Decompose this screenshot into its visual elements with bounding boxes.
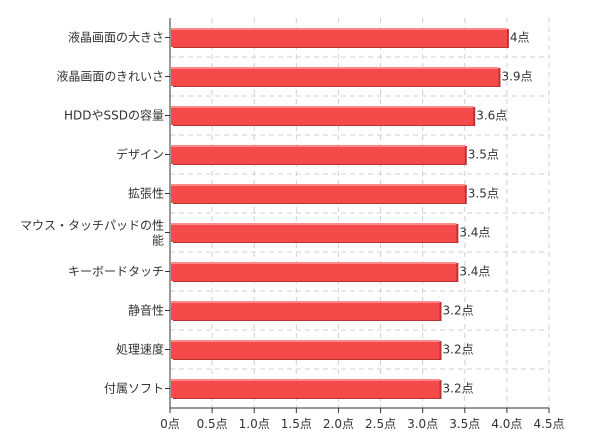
x-tick-label: 1.0点	[239, 417, 270, 431]
category-label: 液晶画面のきれいさ	[56, 69, 164, 84]
bars	[171, 28, 509, 399]
data-label: 3.9点	[501, 70, 532, 84]
bar-highlight	[171, 223, 457, 225]
bar	[171, 262, 457, 281]
x-tick-label: 0.5点	[197, 417, 228, 431]
data-label: 3.4点	[459, 265, 490, 279]
data-label: 4点	[510, 31, 530, 45]
bar	[171, 67, 499, 86]
category-label: キーボードタッチ	[68, 265, 164, 279]
bar	[171, 301, 440, 320]
x-tick-label: 1.5点	[281, 417, 312, 431]
data-label: 3.4点	[459, 226, 490, 240]
bar	[171, 106, 474, 125]
x-tick-label: 2.5点	[365, 417, 396, 431]
category-label: マウス・タッチパッドの性能	[20, 219, 164, 248]
labels: 4点 3.9点 3.6点 3.5点 3.5点 3.4点 3.4点 3.2点 3.2点 3.2点 液晶…	[20, 30, 565, 432]
category-label: HDDやSSDの容量	[64, 108, 164, 123]
bar-highlight	[171, 145, 465, 147]
data-label: 3.2点	[443, 304, 474, 318]
x-tick-label: 4.0点	[491, 417, 522, 431]
category-label-line: 能	[152, 234, 164, 248]
axes	[165, 18, 550, 413]
category-label: 拡張性	[128, 187, 164, 201]
data-label: 3.6点	[476, 109, 507, 123]
category-label: 処理速度	[116, 342, 164, 357]
bar	[171, 184, 465, 203]
data-label: 3.5点	[468, 148, 499, 162]
x-tick-label: 3.5点	[449, 417, 480, 431]
category-label: 静音性	[128, 303, 164, 318]
category-label: 液晶画面の大きさ	[68, 30, 164, 45]
bar	[171, 223, 457, 242]
data-label: 3.5点	[468, 187, 499, 201]
bar-highlight	[171, 28, 507, 30]
bar	[171, 340, 440, 359]
bar-highlight	[171, 184, 465, 186]
bar-highlight	[171, 301, 440, 303]
data-label: 3.2点	[443, 382, 474, 396]
bar-highlight	[171, 106, 474, 108]
x-tick-label: 4.5点	[533, 417, 564, 431]
category-label: デザイン	[116, 147, 164, 162]
bar	[171, 379, 440, 398]
x-tick-label: 0点	[160, 417, 180, 431]
bar-highlight	[171, 67, 499, 69]
x-tick-label: 2.0点	[323, 417, 354, 431]
bar	[171, 28, 507, 47]
category-label: 付属ソフト	[104, 382, 164, 396]
grid-lines	[170, 18, 550, 408]
bar	[171, 145, 465, 164]
x-tick-label: 3.0点	[407, 417, 438, 431]
category-label-line: マウス・タッチパッドの性	[20, 219, 164, 233]
bar-highlight	[171, 340, 440, 342]
data-label: 3.2点	[443, 343, 474, 357]
bar-highlight	[171, 379, 440, 381]
bar-highlight	[171, 262, 457, 264]
